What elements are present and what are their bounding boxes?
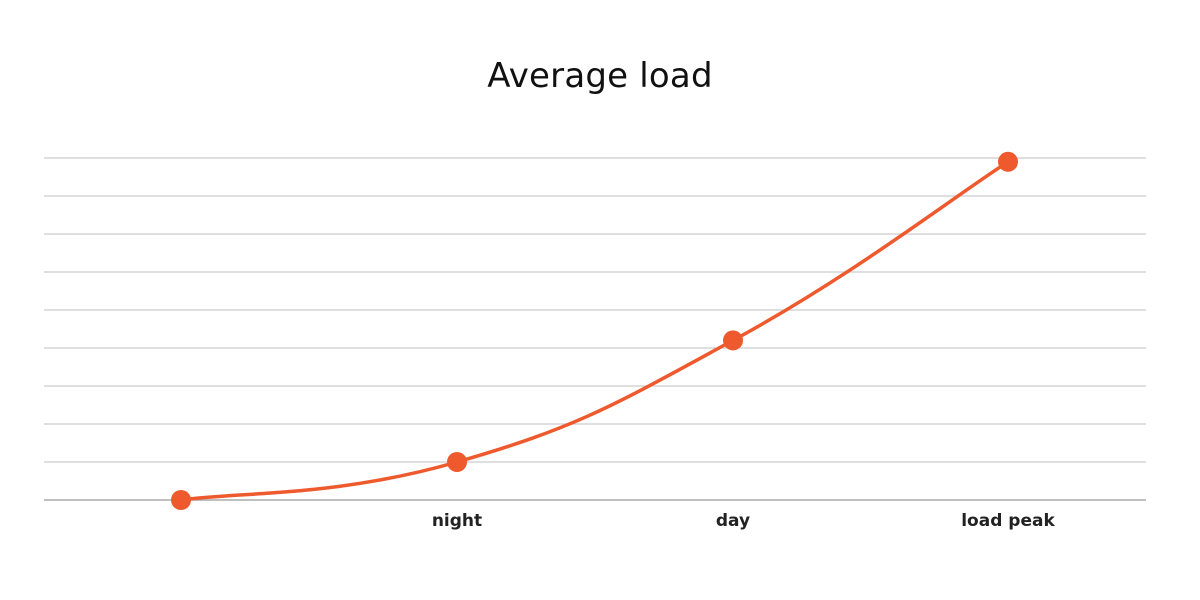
x-tick-label: night — [432, 511, 482, 531]
x-tick-label: day — [716, 511, 750, 531]
gridlines — [44, 157, 1146, 463]
series-line — [179, 160, 1010, 502]
chart-title: Average load — [487, 56, 713, 96]
data-point — [998, 151, 1018, 172]
data-point — [171, 490, 191, 510]
x-tick-labels: night day load peak — [432, 511, 1056, 531]
data-point — [447, 452, 467, 472]
series-line-group — [179, 160, 1010, 502]
data-points — [171, 151, 1018, 510]
x-tick-label: load peak — [961, 511, 1055, 531]
data-point — [723, 330, 743, 351]
